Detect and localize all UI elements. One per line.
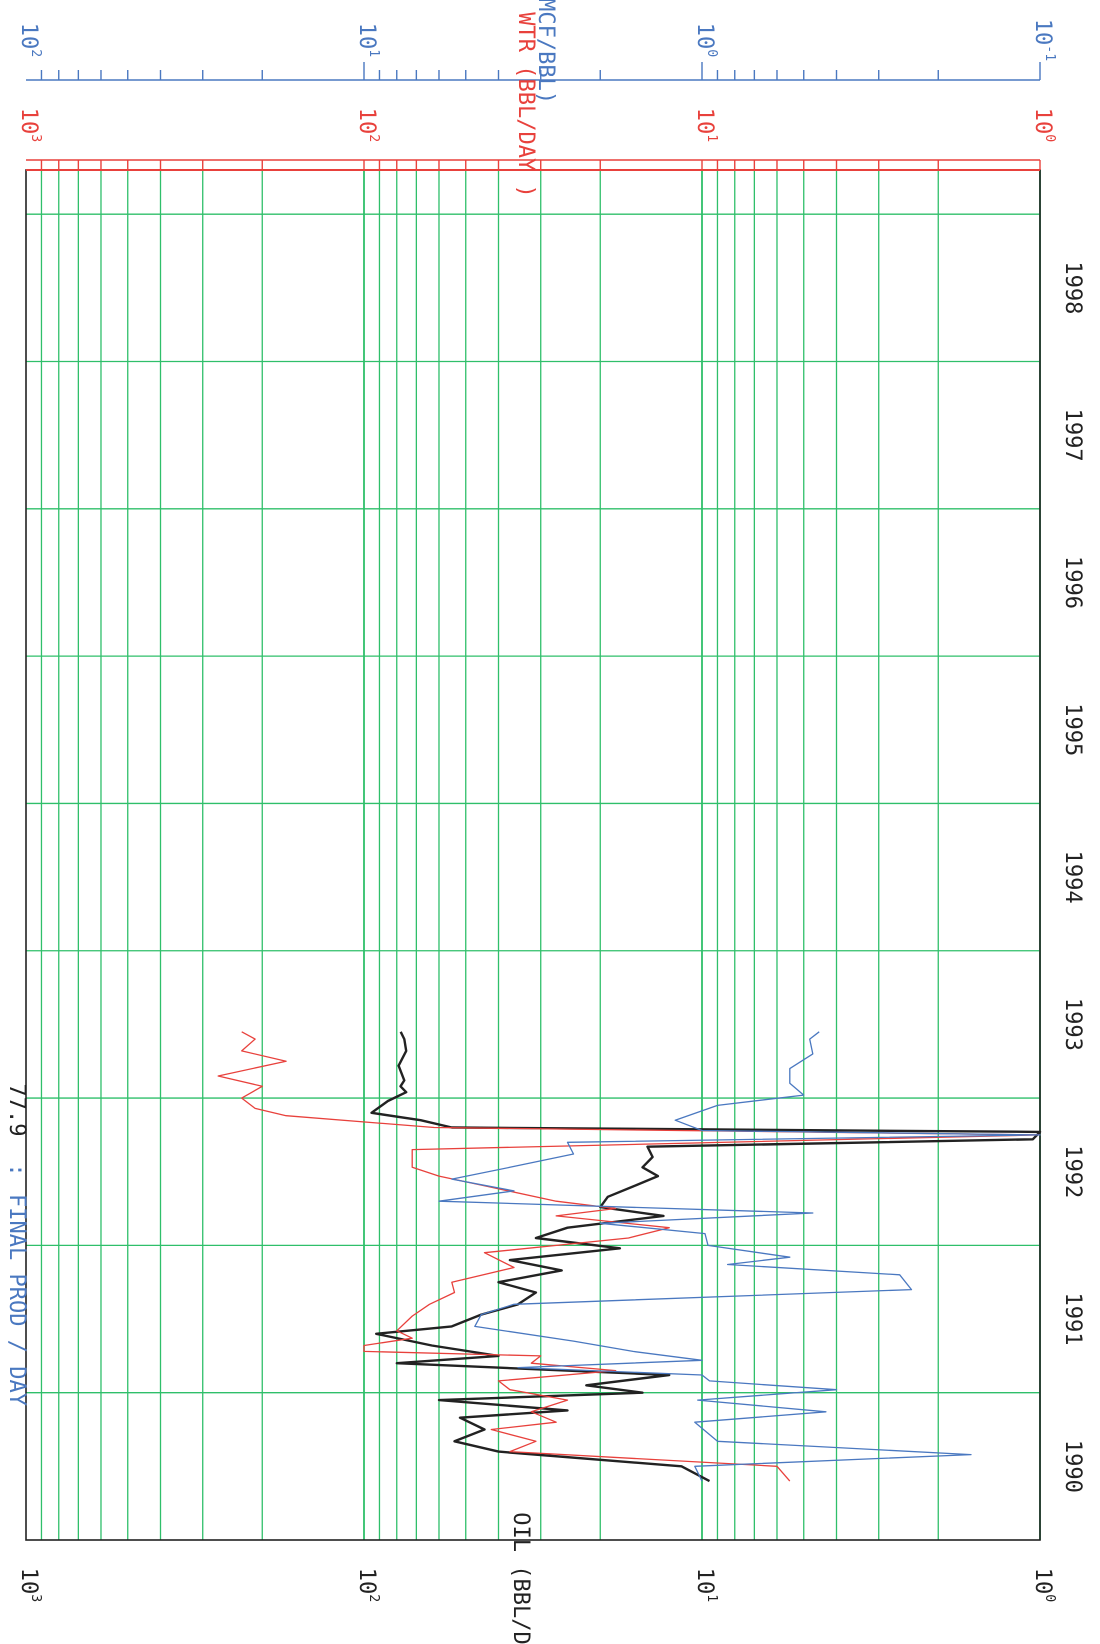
final-prod-label: FINAL PROD / DAY bbox=[4, 1194, 29, 1406]
year-tick-label: 1994 bbox=[1060, 851, 1085, 904]
tick-exponent: -1 bbox=[1042, 45, 1057, 61]
tick-exponent: 2 bbox=[366, 134, 381, 142]
final-prod-separator: : bbox=[4, 1163, 29, 1176]
oil-tick-label: 100 bbox=[1030, 1568, 1057, 1603]
grid-lines bbox=[26, 170, 1041, 1540]
tick-exponent: 0 bbox=[704, 49, 719, 57]
tick-base: 10 bbox=[16, 23, 41, 50]
gor-axis-label: GOR (MCF/BBL) bbox=[533, 0, 558, 104]
tick-exponent: 0 bbox=[1042, 134, 1057, 142]
tick-base: 10 bbox=[354, 23, 379, 50]
tick-base: 10 bbox=[692, 23, 717, 50]
plot-frame bbox=[25, 62, 1041, 1541]
tick-exponent: 1 bbox=[366, 49, 381, 57]
gor-tick-label: 10-1 bbox=[1030, 19, 1057, 61]
wtr-tick-label: 101 bbox=[692, 108, 719, 143]
tick-exponent: 2 bbox=[28, 49, 43, 57]
tick-base: 10 bbox=[16, 1568, 41, 1595]
gor-tick-label: 100 bbox=[692, 23, 719, 58]
year-tick-label: 1990 bbox=[1060, 1440, 1085, 1493]
year-tick-label: 1997 bbox=[1060, 409, 1085, 462]
oil-tick-label: 101 bbox=[692, 1568, 719, 1603]
year-tick-label: 1995 bbox=[1060, 703, 1085, 756]
tick-base: 10 bbox=[354, 108, 379, 135]
wtr-series-line bbox=[217, 1031, 1041, 1482]
wtr-tick-label: 102 bbox=[354, 108, 381, 142]
tick-exponent: 1 bbox=[704, 1594, 719, 1602]
tick-base: 10 bbox=[1030, 108, 1055, 135]
tick-base: 10 bbox=[692, 108, 717, 135]
wtr-tick-label: 100 bbox=[1030, 108, 1057, 143]
year-tick-label: 1996 bbox=[1060, 556, 1085, 609]
tick-base: 10 bbox=[16, 108, 41, 135]
year-tick-label: 1993 bbox=[1060, 998, 1085, 1051]
tick-exponent: 1 bbox=[704, 134, 719, 142]
tick-base: 10 bbox=[1030, 1568, 1055, 1595]
tick-exponent: 3 bbox=[28, 1594, 43, 1602]
year-tick-label: 1998 bbox=[1060, 261, 1085, 314]
tick-base: 10 bbox=[354, 1568, 379, 1595]
wtr-tick-label: 103 bbox=[16, 108, 43, 142]
final-prod-value: 77.9 bbox=[4, 1084, 29, 1137]
tick-exponent: 0 bbox=[1042, 1594, 1057, 1602]
series-lines bbox=[217, 1031, 1042, 1483]
wtr-axis-label: WTR (BBL/DAY ) bbox=[513, 12, 538, 197]
tick-exponent: 2 bbox=[366, 1594, 381, 1602]
year-tick-label: 1992 bbox=[1060, 1145, 1085, 1198]
tick-base: 10 bbox=[1030, 19, 1055, 46]
tick-base: 10 bbox=[692, 1568, 717, 1595]
oil-series-line bbox=[370, 1031, 1042, 1483]
axis-labels: 1990199119921993199419951996199719981031… bbox=[4, 0, 1085, 1644]
gor-series-line bbox=[438, 1031, 1041, 1482]
year-tick-label: 1991 bbox=[1060, 1293, 1085, 1346]
gor-tick-label: 101 bbox=[354, 23, 381, 58]
oil-axis-label: OIL (BBL/DAY ) bbox=[508, 1512, 533, 1644]
tick-exponent: 3 bbox=[28, 134, 43, 142]
oil-tick-label: 103 bbox=[16, 1568, 43, 1602]
gor-tick-label: 102 bbox=[16, 23, 43, 57]
oil-tick-label: 102 bbox=[354, 1568, 381, 1602]
